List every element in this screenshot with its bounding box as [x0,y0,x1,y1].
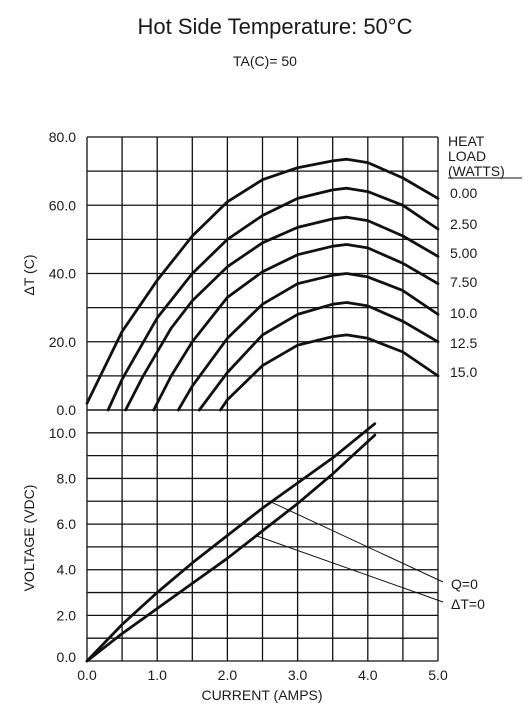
legend-entry: 12.5 [450,335,477,351]
q0-leader-line [269,500,444,583]
delta-t-tick-label: 80.0 [49,129,76,145]
delta-t-curves [85,157,440,412]
heat-load-curve [218,333,440,412]
voltage-tick-label: 10.0 [49,425,76,441]
dt0-leader-line [255,535,444,603]
legend-title-line-1: HEAT [448,133,485,149]
current-axis-label: CURRENT (AMPS) [201,687,322,703]
current-tick-label: 3.0 [288,667,308,683]
chart-title: Hot Side Temperature: 50°C [138,14,413,39]
legend-entry: 7.50 [450,274,477,290]
heat-load-curve [197,301,440,412]
voltage-tick-label: 6.0 [57,516,77,532]
chart-subtitle: TA(C)= 50 [233,53,297,69]
dt0-annotation: ΔT=0 [451,596,485,612]
delta-t-tick-label: 40.0 [49,266,76,282]
delta-t-tick-label: 60.0 [49,197,76,213]
heat-load-curve [106,186,440,412]
voltage-panel: 0.0 2.0 4.0 6.0 8.0 10.0 0.0 1.0 2.0 3.0 4.0 5.0 Q=0… [49,409,485,683]
current-tick-label: 2.0 [218,667,238,683]
voltage-curve [85,422,377,663]
legend-entry: 15.0 [450,364,477,380]
current-tick-label: 5.0 [428,667,448,683]
legend-title-line-3: (WATTS) [448,163,505,179]
heat-load-curve [152,243,440,412]
legend-entry: 10.0 [450,305,477,321]
legend-entry: 5.00 [450,245,477,261]
current-tick-label: 4.0 [358,667,378,683]
q0-annotation: Q=0 [451,576,478,592]
voltage-tick-label: 0.0 [57,649,77,665]
current-tick-label: 0.0 [77,667,97,683]
heat-load-curve [176,272,440,412]
delta-t-axis-label: ΔT (C) [21,255,37,296]
voltage-tick-label: 4.0 [57,562,77,578]
legend-entry: 2.50 [450,216,477,232]
voltage-curves [85,422,377,663]
delta-t-tick-label: 20.0 [49,334,76,350]
voltage-tick-label: 2.0 [57,607,77,623]
heat-load-curve [85,157,440,405]
current-tick-label: 1.0 [147,667,167,683]
heat-load-curve [124,215,440,412]
legend-title-line-2: LOAD [448,148,486,164]
delta-t-tick-label: 0.0 [57,402,77,418]
voltage-grid [86,409,439,662]
voltage-curve [85,433,377,663]
legend-entry: 0.00 [450,185,477,201]
voltage-tick-label: 8.0 [57,470,77,486]
voltage-axis-label: VOLTAGE (VDC) [21,485,37,592]
